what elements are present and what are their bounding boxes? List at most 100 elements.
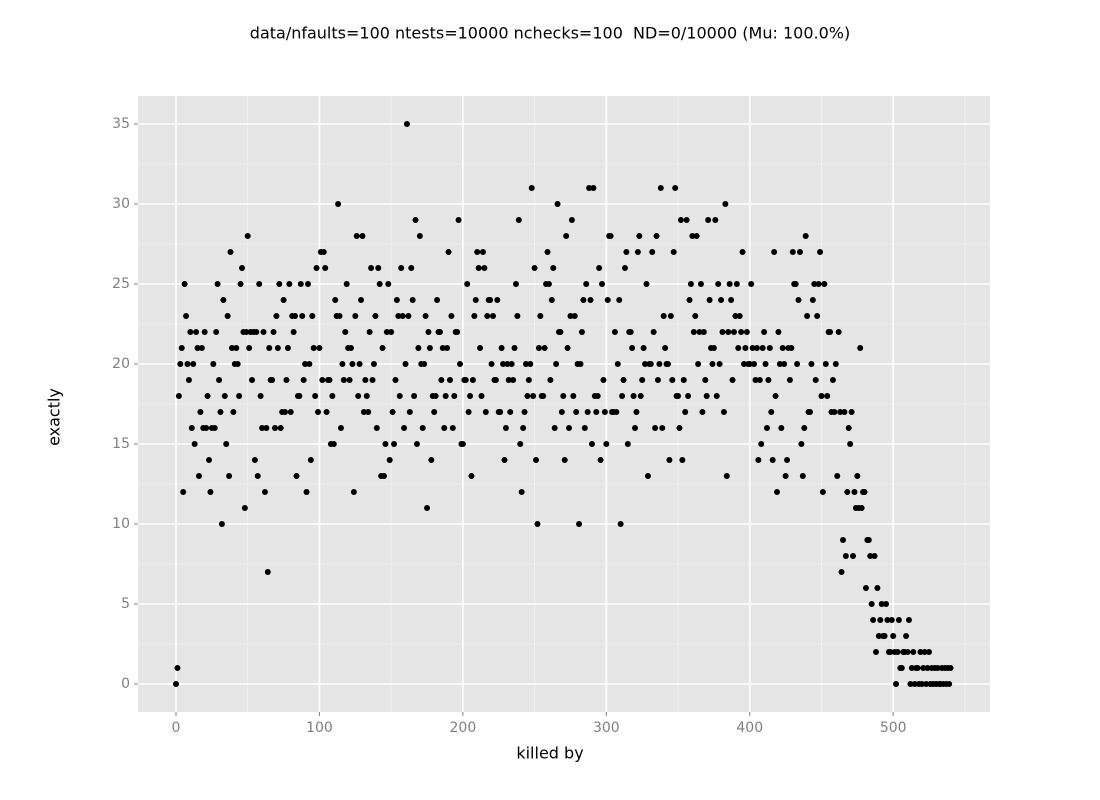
point [411, 393, 418, 399]
point [617, 521, 624, 527]
point [392, 377, 399, 383]
point [679, 457, 686, 463]
point [683, 217, 690, 223]
point [431, 409, 438, 415]
point [594, 393, 601, 399]
point [434, 297, 441, 303]
point [184, 361, 191, 367]
point [534, 521, 541, 527]
point [508, 361, 515, 367]
point [253, 329, 260, 335]
point [729, 377, 736, 383]
point [597, 457, 604, 463]
point [706, 297, 713, 303]
point [520, 425, 527, 431]
point [462, 377, 469, 383]
point [332, 297, 339, 303]
point [577, 361, 584, 367]
point [848, 409, 855, 415]
point [838, 569, 845, 575]
point [388, 329, 395, 335]
point [442, 393, 449, 399]
point [726, 281, 733, 287]
point [398, 265, 405, 271]
point [861, 489, 868, 495]
point [210, 361, 217, 367]
point [662, 345, 669, 351]
point [870, 617, 877, 623]
point [497, 409, 504, 415]
point [329, 393, 336, 399]
point [372, 313, 379, 319]
point [507, 409, 514, 415]
point [904, 649, 911, 655]
point [270, 329, 277, 335]
point [201, 329, 208, 335]
point [905, 617, 912, 623]
point [554, 201, 561, 207]
x-tick-label: 100 [306, 720, 333, 736]
point [376, 281, 383, 287]
point [244, 233, 251, 239]
point [517, 441, 524, 447]
point [857, 345, 864, 351]
point [293, 473, 300, 479]
point [640, 345, 647, 351]
point [511, 345, 518, 351]
point [759, 345, 766, 351]
point [237, 281, 244, 287]
point [541, 345, 548, 351]
point [177, 361, 184, 367]
point [261, 489, 268, 495]
point [890, 633, 897, 639]
point [477, 345, 484, 351]
point [607, 233, 614, 239]
point [893, 681, 900, 687]
point [348, 345, 354, 351]
point [782, 473, 789, 479]
point [362, 377, 369, 383]
point [303, 489, 310, 495]
point [894, 649, 901, 655]
point [438, 377, 445, 383]
point [850, 553, 857, 559]
point [501, 457, 508, 463]
point [570, 393, 577, 399]
point [795, 297, 802, 303]
point [895, 617, 902, 623]
point [817, 249, 824, 255]
point [424, 505, 431, 511]
point [363, 393, 370, 399]
point [375, 265, 382, 271]
point [689, 233, 696, 239]
point [382, 441, 389, 447]
point [858, 505, 865, 511]
point [274, 345, 281, 351]
point [630, 393, 637, 399]
point [872, 649, 879, 655]
point [352, 313, 359, 319]
point [236, 393, 243, 399]
point [233, 345, 240, 351]
point [547, 377, 554, 383]
point [249, 377, 256, 383]
point [613, 409, 620, 415]
point [191, 441, 198, 447]
point [446, 377, 453, 383]
point [842, 553, 849, 559]
point [264, 569, 271, 575]
point [835, 329, 842, 335]
point [580, 297, 587, 303]
point [484, 313, 491, 319]
point [908, 665, 915, 671]
point [368, 265, 375, 271]
point [297, 281, 304, 287]
point [335, 201, 342, 207]
point [865, 537, 872, 543]
point [444, 345, 451, 351]
x-tick-label: 200 [450, 720, 477, 736]
point [839, 537, 846, 543]
point [290, 329, 297, 335]
point [675, 393, 682, 399]
y-tick-label: 5 [121, 596, 130, 612]
